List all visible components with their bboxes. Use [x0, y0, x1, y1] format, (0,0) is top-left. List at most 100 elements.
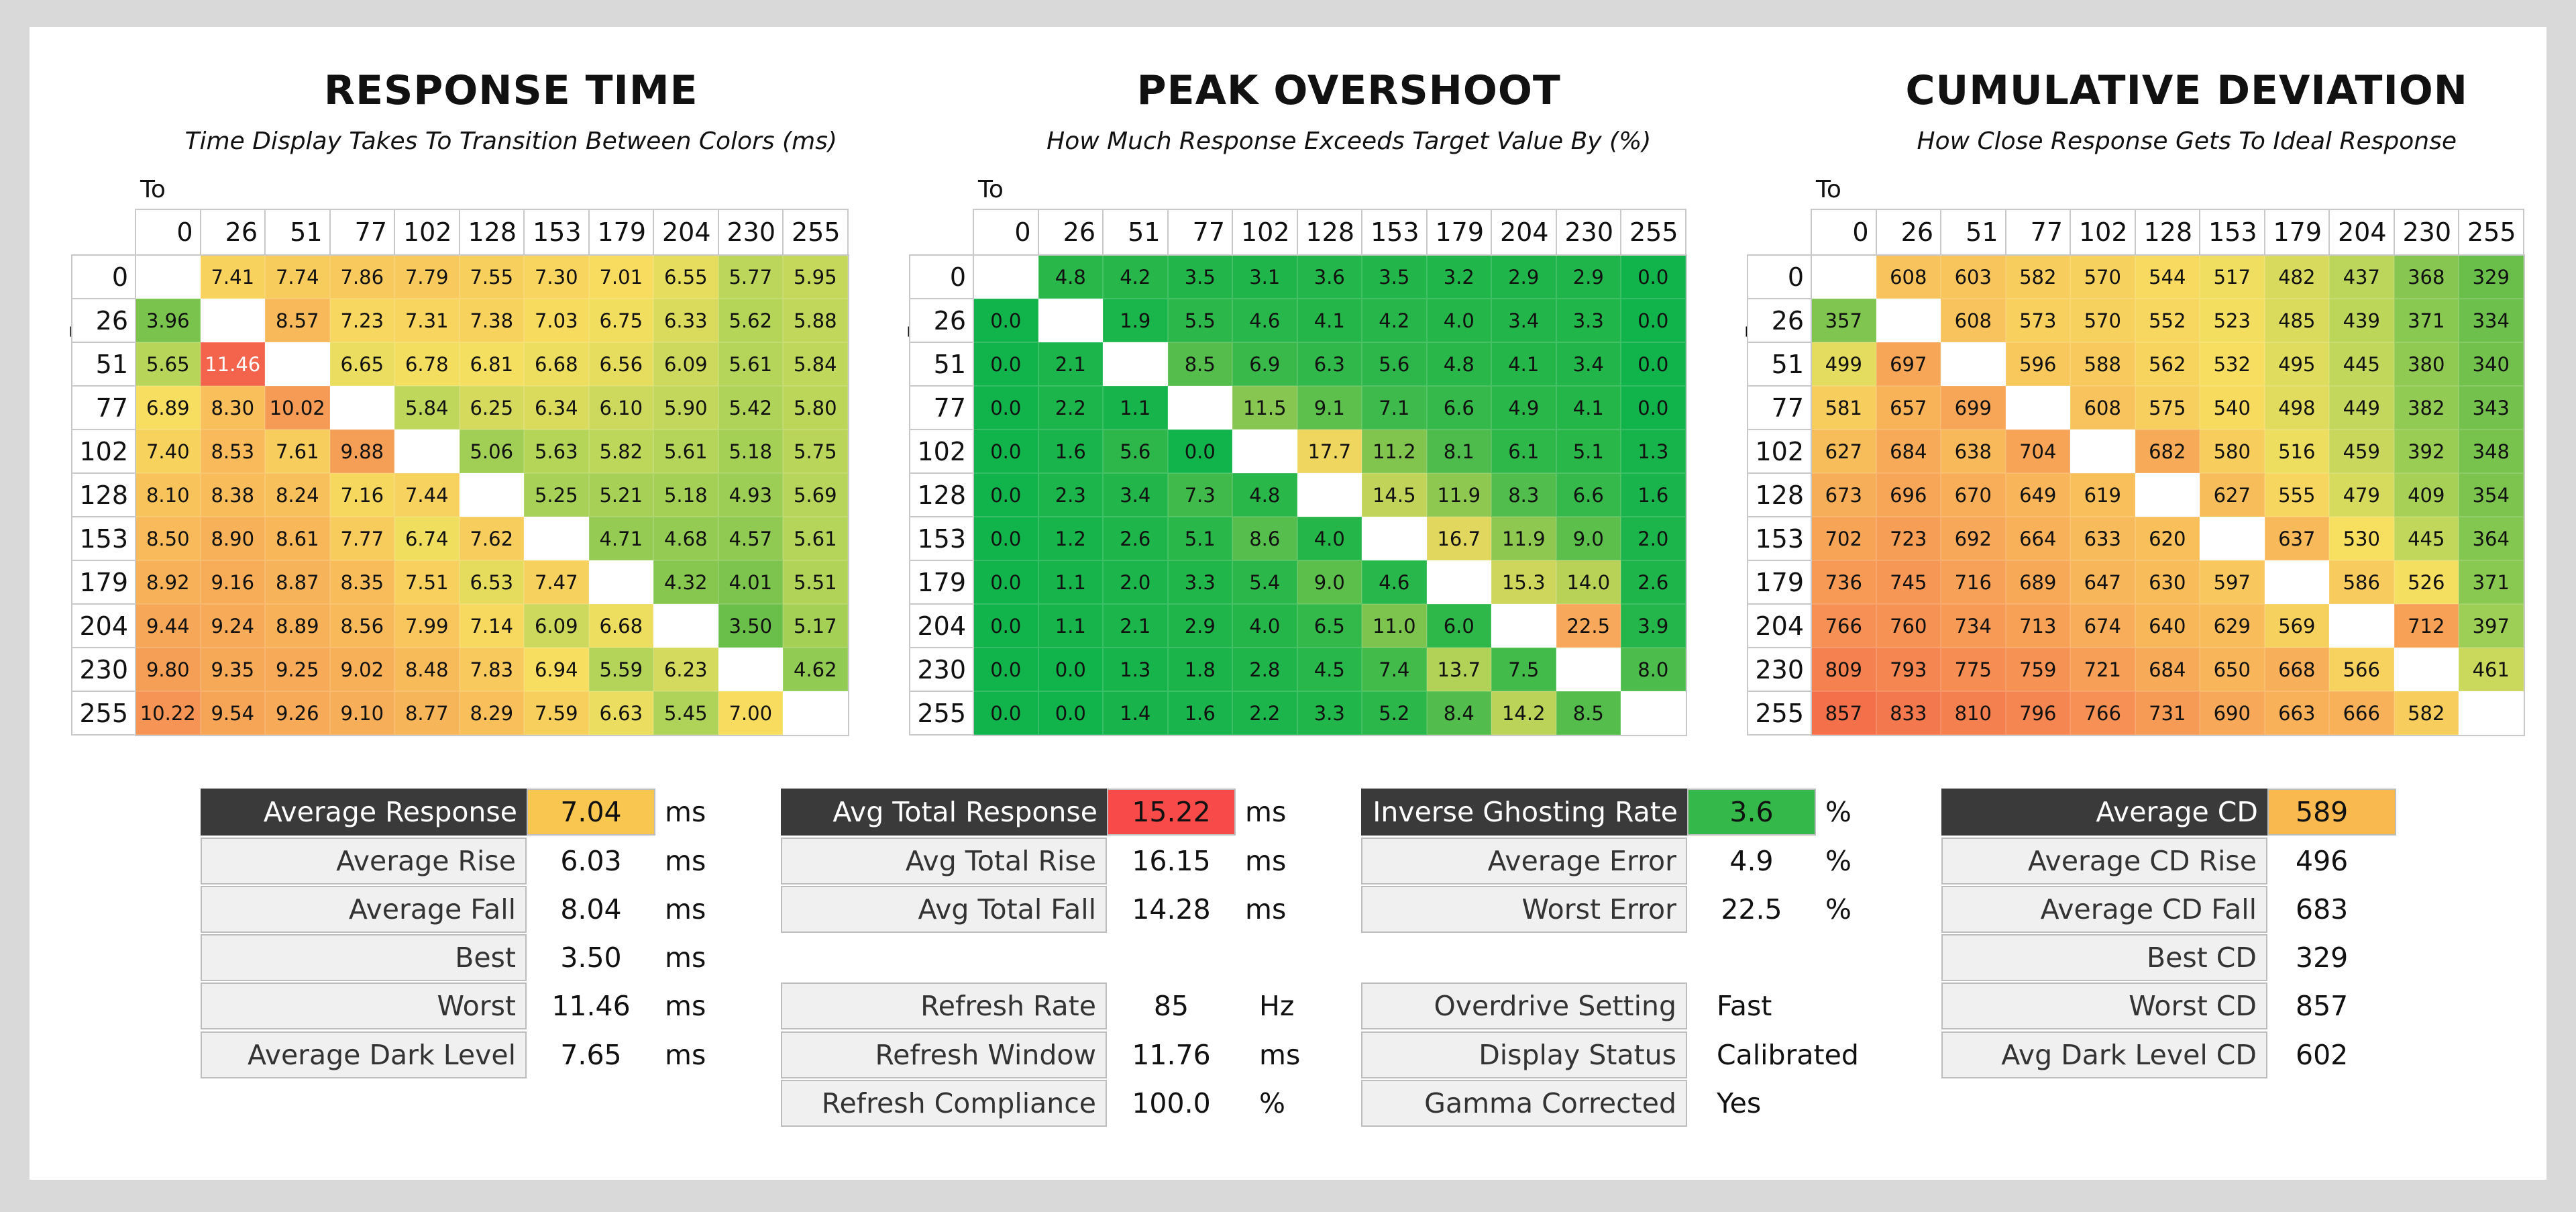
- heatmap-cell: 499: [1811, 342, 1876, 386]
- heatmap-cell: 6.9: [1232, 342, 1297, 386]
- heatmap-cell: 3.5: [1167, 255, 1232, 299]
- heatmap-cell: 4.8: [1038, 255, 1103, 299]
- axis-to-label: To: [140, 176, 166, 203]
- heatmap-cell: 0.0: [1038, 691, 1103, 735]
- heatmap-cell: 371: [2459, 560, 2524, 604]
- heatmap-cell: 5.61: [718, 342, 783, 386]
- heatmap-cell: 6.23: [653, 648, 718, 691]
- heatmap-cell: 696: [1876, 473, 1941, 517]
- heatmap-cell: 666: [2329, 691, 2394, 735]
- heatmap-cell: 437: [2329, 255, 2394, 299]
- heatmap-cell: 8.53: [200, 430, 265, 473]
- heatmap-cell: 5.25: [524, 473, 589, 517]
- stat-unit: ms: [665, 893, 706, 925]
- column-header: 230: [1555, 209, 1621, 256]
- heatmap-cell: [1167, 386, 1232, 430]
- row-header: 128: [909, 472, 974, 517]
- stat-label: Worst: [201, 982, 527, 1029]
- heatmap-cell: 4.71: [588, 517, 653, 560]
- heatmap-cell: 6.25: [459, 386, 524, 430]
- heatmap-cell: 5.18: [653, 473, 718, 517]
- heatmap-cell: 810: [1941, 691, 2006, 735]
- heatmap-cell: 7.5: [1491, 648, 1556, 691]
- heatmap-cell: [653, 604, 718, 648]
- row-header: 0: [71, 254, 136, 299]
- heatmap-cell: 8.5: [1167, 342, 1232, 386]
- heatmap-cell: 5.6: [1103, 430, 1168, 473]
- heatmap-cell: 10.22: [136, 691, 201, 735]
- heatmap-cell: 608: [1876, 255, 1941, 299]
- heatmap-cell: 8.0: [1621, 648, 1686, 691]
- heatmap-cell: 8.3: [1491, 473, 1556, 517]
- heatmap-cell: 5.84: [394, 386, 460, 430]
- heatmap-cell: 544: [2135, 255, 2200, 299]
- row-header: 0: [1747, 254, 1812, 299]
- heatmap-cell: 6.3: [1297, 342, 1362, 386]
- axis-to-label: To: [1816, 176, 1841, 203]
- heatmap-cell: 7.99: [394, 604, 460, 648]
- heatmap-cell: 6.68: [588, 604, 653, 648]
- heatmap-cell: 2.9: [1167, 604, 1232, 648]
- heatmap-cell: 684: [1876, 430, 1941, 473]
- stat-value: 496: [2296, 845, 2349, 877]
- stat-unit: ms: [665, 990, 706, 1022]
- heatmap-cell: 552: [2135, 299, 2200, 342]
- heatmap-cell: [394, 430, 460, 473]
- heatmap-cell: 857: [1811, 691, 1876, 735]
- stat-value: 4.9: [1729, 845, 1774, 877]
- heatmap-cell: 712: [2394, 604, 2459, 648]
- setting-value: Yes: [1717, 1087, 1762, 1119]
- heatmap-cell: [1491, 604, 1556, 648]
- axis-to-label: To: [978, 176, 1004, 203]
- setting-label: Display Status: [1361, 1031, 1687, 1078]
- heatmap-cell: 619: [2070, 473, 2135, 517]
- heatmap-cell: 516: [2264, 430, 2329, 473]
- heatmap-cell: 4.32: [653, 560, 718, 604]
- heatmap-cell: 7.74: [265, 255, 330, 299]
- heatmap-cell: 8.92: [136, 560, 201, 604]
- stat-value: 22.5: [1721, 893, 1782, 925]
- column-header: 204: [653, 209, 719, 256]
- heatmap-cell: [1621, 691, 1686, 735]
- heatmap-cell: [2200, 517, 2265, 560]
- heatmap-cell: 2.0: [1621, 517, 1686, 560]
- heatmap-cell: 5.6: [1362, 342, 1427, 386]
- heatmap-cell: 4.0: [1426, 299, 1491, 342]
- heatmap-cell: 4.0: [1297, 517, 1362, 560]
- refresh-unit: %: [1259, 1087, 1285, 1119]
- heatmap-cell: 329: [2459, 255, 2524, 299]
- stat-label: Avg Total Fall: [781, 886, 1107, 933]
- heatmap-cell: 630: [2135, 560, 2200, 604]
- heatmap-cell: 8.29: [459, 691, 524, 735]
- heatmap-cell: 5.80: [783, 386, 848, 430]
- heatmap-cell: 9.0: [1556, 517, 1621, 560]
- heatmap-cell: 449: [2329, 386, 2394, 430]
- stat-unit: ms: [665, 845, 706, 877]
- column-header: 255: [1620, 209, 1686, 256]
- heatmap-cell: 7.51: [394, 560, 460, 604]
- heatmap-cell: 7.03: [524, 299, 589, 342]
- inverse-ghosting-label: Inverse Ghosting Rate: [1361, 789, 1687, 836]
- heatmap-cell: 7.77: [329, 517, 394, 560]
- heatmap-cell: 3.3: [1297, 691, 1362, 735]
- row-header: 230: [909, 647, 974, 692]
- stat-label: Avg Dark Level CD: [1941, 1031, 2267, 1078]
- heatmap-cell: 581: [1811, 386, 1876, 430]
- heatmap-cell: 4.1: [1297, 299, 1362, 342]
- heatmap-cell: 4.1: [1556, 386, 1621, 430]
- heatmap-cell: 7.61: [265, 430, 330, 473]
- row-header: 128: [71, 472, 136, 517]
- heatmap-cell: 638: [1941, 430, 2006, 473]
- heatmap-cell: 7.86: [329, 255, 394, 299]
- heatmap-cell: 0.0: [973, 342, 1038, 386]
- heatmap-cell: 5.63: [524, 430, 589, 473]
- heatmap-cell: 736: [1811, 560, 1876, 604]
- inverse-ghosting-value: 3.6: [1687, 789, 1816, 836]
- heatmap-cell: 5.51: [783, 560, 848, 604]
- refresh-value: 11.76: [1132, 1039, 1211, 1071]
- average-response-label: Average Response: [201, 789, 527, 836]
- stat-unit: %: [1825, 845, 1851, 877]
- column-header: 77: [1167, 209, 1233, 256]
- heatmap-cell: 570: [2070, 255, 2135, 299]
- heatmap-cell: 7.47: [524, 560, 589, 604]
